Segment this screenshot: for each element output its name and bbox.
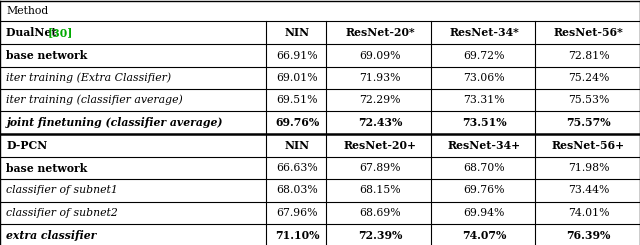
Text: 66.91%: 66.91% (276, 50, 318, 61)
Text: ResNet-34+: ResNet-34+ (447, 140, 521, 151)
Text: 69.09%: 69.09% (359, 50, 401, 61)
Text: 69.01%: 69.01% (276, 73, 318, 83)
Text: 75.24%: 75.24% (568, 73, 609, 83)
Text: 69.72%: 69.72% (463, 50, 505, 61)
Text: 72.39%: 72.39% (358, 230, 402, 241)
Text: 74.07%: 74.07% (462, 230, 506, 241)
Text: base network: base network (6, 163, 88, 174)
Text: D-PCN: D-PCN (6, 140, 47, 151)
Text: classifier of subnet2: classifier of subnet2 (6, 208, 118, 218)
Text: [30]: [30] (48, 27, 74, 38)
Text: NIN: NIN (285, 27, 310, 38)
Text: 68.70%: 68.70% (463, 163, 505, 173)
Text: ResNet-56*: ResNet-56* (554, 27, 623, 38)
Text: 69.76%: 69.76% (463, 185, 505, 196)
Text: base network: base network (6, 50, 88, 61)
Text: 73.31%: 73.31% (463, 95, 505, 105)
Text: 68.15%: 68.15% (359, 185, 401, 196)
Text: 71.93%: 71.93% (359, 73, 401, 83)
Text: 72.29%: 72.29% (359, 95, 401, 105)
Text: Method: Method (6, 6, 49, 16)
Text: 74.01%: 74.01% (568, 208, 609, 218)
Text: ResNet-34*: ResNet-34* (449, 27, 519, 38)
Text: 73.06%: 73.06% (463, 73, 505, 83)
Text: 69.76%: 69.76% (275, 117, 319, 128)
Text: joint finetuning (classifier average): joint finetuning (classifier average) (6, 117, 223, 128)
Text: 76.39%: 76.39% (566, 230, 611, 241)
Text: ResNet-20*: ResNet-20* (345, 27, 415, 38)
Text: iter training (Extra Classifier): iter training (Extra Classifier) (6, 73, 172, 83)
Text: ResNet-56+: ResNet-56+ (552, 140, 625, 151)
Text: classifier of subnet1: classifier of subnet1 (6, 185, 118, 196)
Text: 71.98%: 71.98% (568, 163, 609, 173)
Text: 71.10%: 71.10% (275, 230, 319, 241)
Text: 75.57%: 75.57% (566, 117, 611, 128)
Text: 72.81%: 72.81% (568, 50, 609, 61)
Text: 69.51%: 69.51% (276, 95, 318, 105)
Text: 75.53%: 75.53% (568, 95, 609, 105)
Text: 68.03%: 68.03% (276, 185, 318, 196)
Text: extra classifier: extra classifier (6, 230, 97, 241)
Text: 67.96%: 67.96% (276, 208, 318, 218)
Text: 68.69%: 68.69% (359, 208, 401, 218)
Text: NIN: NIN (285, 140, 310, 151)
Text: 73.44%: 73.44% (568, 185, 609, 196)
Text: iter training (classifier average): iter training (classifier average) (6, 95, 183, 105)
Text: ResNet-20+: ResNet-20+ (343, 140, 417, 151)
Text: 66.63%: 66.63% (276, 163, 318, 173)
Text: 69.94%: 69.94% (463, 208, 505, 218)
Text: DualNet: DualNet (6, 27, 61, 38)
Text: 73.51%: 73.51% (462, 117, 506, 128)
Text: 72.43%: 72.43% (358, 117, 402, 128)
Text: 67.89%: 67.89% (359, 163, 401, 173)
